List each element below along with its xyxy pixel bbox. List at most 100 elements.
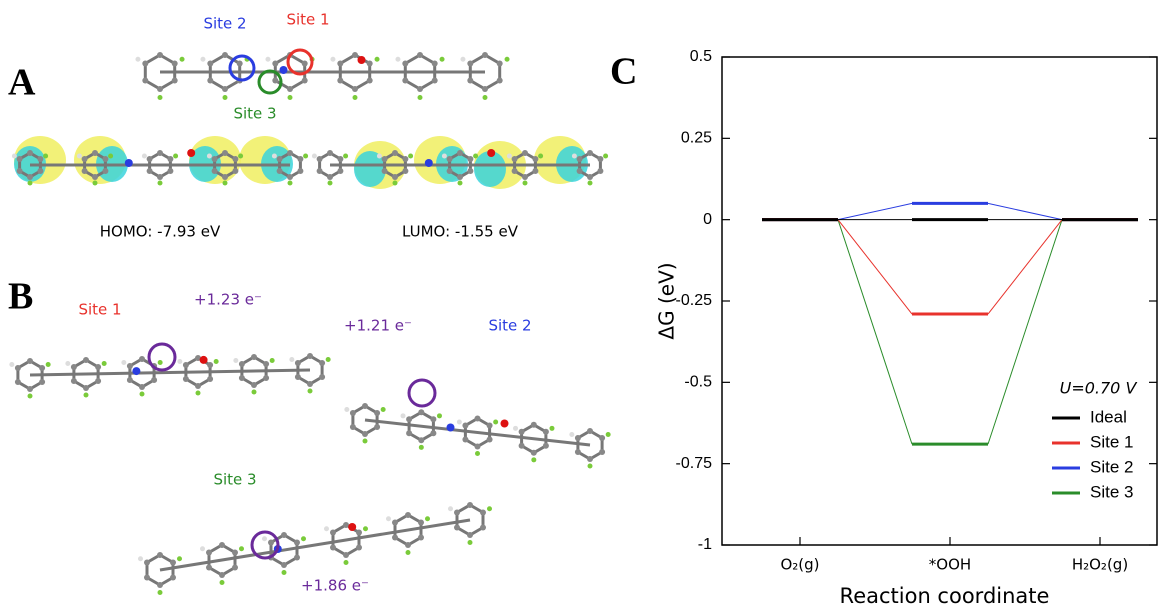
site-label: Site 3 [213, 471, 256, 489]
atom [219, 580, 225, 585]
atom [289, 357, 295, 362]
molecule-drawings [9, 48, 611, 595]
atom [571, 153, 577, 159]
atom [177, 556, 182, 562]
atom [142, 77, 149, 84]
atom [238, 361, 245, 367]
atom [487, 506, 492, 512]
atom [374, 410, 381, 416]
atom [139, 356, 145, 362]
atom [532, 168, 539, 174]
atom [139, 391, 145, 397]
atom [238, 153, 244, 159]
atom [232, 549, 238, 556]
atom [330, 56, 336, 62]
atom [482, 86, 488, 92]
atom [431, 77, 438, 84]
connector [987, 202, 1063, 221]
atom [344, 407, 350, 412]
atom [233, 358, 239, 363]
atom [441, 153, 447, 159]
atom [327, 174, 333, 180]
atom [81, 168, 88, 174]
atom [272, 77, 279, 84]
atom [522, 174, 528, 180]
connector [837, 219, 913, 445]
atom [37, 168, 44, 174]
atom [386, 516, 391, 522]
atom [467, 60, 474, 67]
panel-label: A [8, 62, 36, 104]
atom [402, 77, 409, 84]
atom [324, 526, 329, 532]
atom [207, 60, 214, 67]
atom [408, 153, 414, 159]
atom [271, 153, 277, 159]
legend-label: Ideal [1090, 407, 1127, 426]
atom [307, 388, 313, 394]
atom [486, 422, 493, 429]
y-tick-label: 0.25 [681, 130, 712, 147]
atom [222, 95, 228, 100]
atom [511, 156, 518, 162]
atom [352, 95, 358, 100]
atom [141, 153, 147, 159]
atom [157, 582, 163, 588]
atom [279, 66, 288, 74]
atom [108, 153, 114, 159]
atom [496, 60, 503, 67]
atom [513, 425, 519, 431]
atom [380, 407, 386, 412]
orbital-lobe [474, 151, 506, 187]
atom [542, 428, 549, 435]
atom [126, 377, 133, 383]
atom [187, 149, 196, 157]
atom [522, 150, 528, 156]
atom [43, 153, 49, 159]
atom [392, 534, 398, 541]
atom [599, 449, 606, 455]
atom [357, 56, 366, 64]
atom [467, 168, 474, 174]
atom [467, 77, 474, 84]
atom [418, 444, 424, 450]
atom [195, 383, 201, 389]
atom [395, 56, 401, 62]
bond [364, 418, 591, 447]
atom [487, 149, 496, 157]
atom [405, 550, 411, 555]
atom [92, 180, 98, 186]
atom [102, 168, 109, 174]
atom [362, 431, 368, 437]
atom [11, 153, 17, 159]
atom [121, 360, 127, 365]
legend-label: Site 2 [1090, 457, 1133, 476]
atom [496, 77, 503, 84]
atom [222, 150, 228, 156]
atom [417, 52, 423, 58]
atom [362, 438, 368, 444]
atom [454, 509, 460, 516]
atom [251, 389, 257, 395]
atom [366, 77, 373, 84]
atom [276, 156, 283, 162]
atom [157, 174, 163, 180]
atom [276, 168, 283, 174]
atom [400, 413, 406, 419]
site-label: Site 1 [78, 301, 121, 319]
atom [170, 559, 176, 566]
atom [605, 432, 611, 437]
atom [294, 374, 301, 380]
atom [597, 168, 604, 174]
atom [362, 403, 368, 409]
atom [467, 540, 473, 545]
bond [159, 518, 471, 572]
atom [281, 532, 287, 538]
energy-chart: -1 -0.75 -0.5 -0.25 0 0.25 0.5 O₂(g) *OOH H₂O₂(g)… [655, 48, 1158, 608]
site-marker [228, 54, 256, 82]
atom [325, 357, 331, 362]
atom [418, 437, 425, 444]
atom [251, 382, 257, 388]
atom [417, 86, 423, 92]
